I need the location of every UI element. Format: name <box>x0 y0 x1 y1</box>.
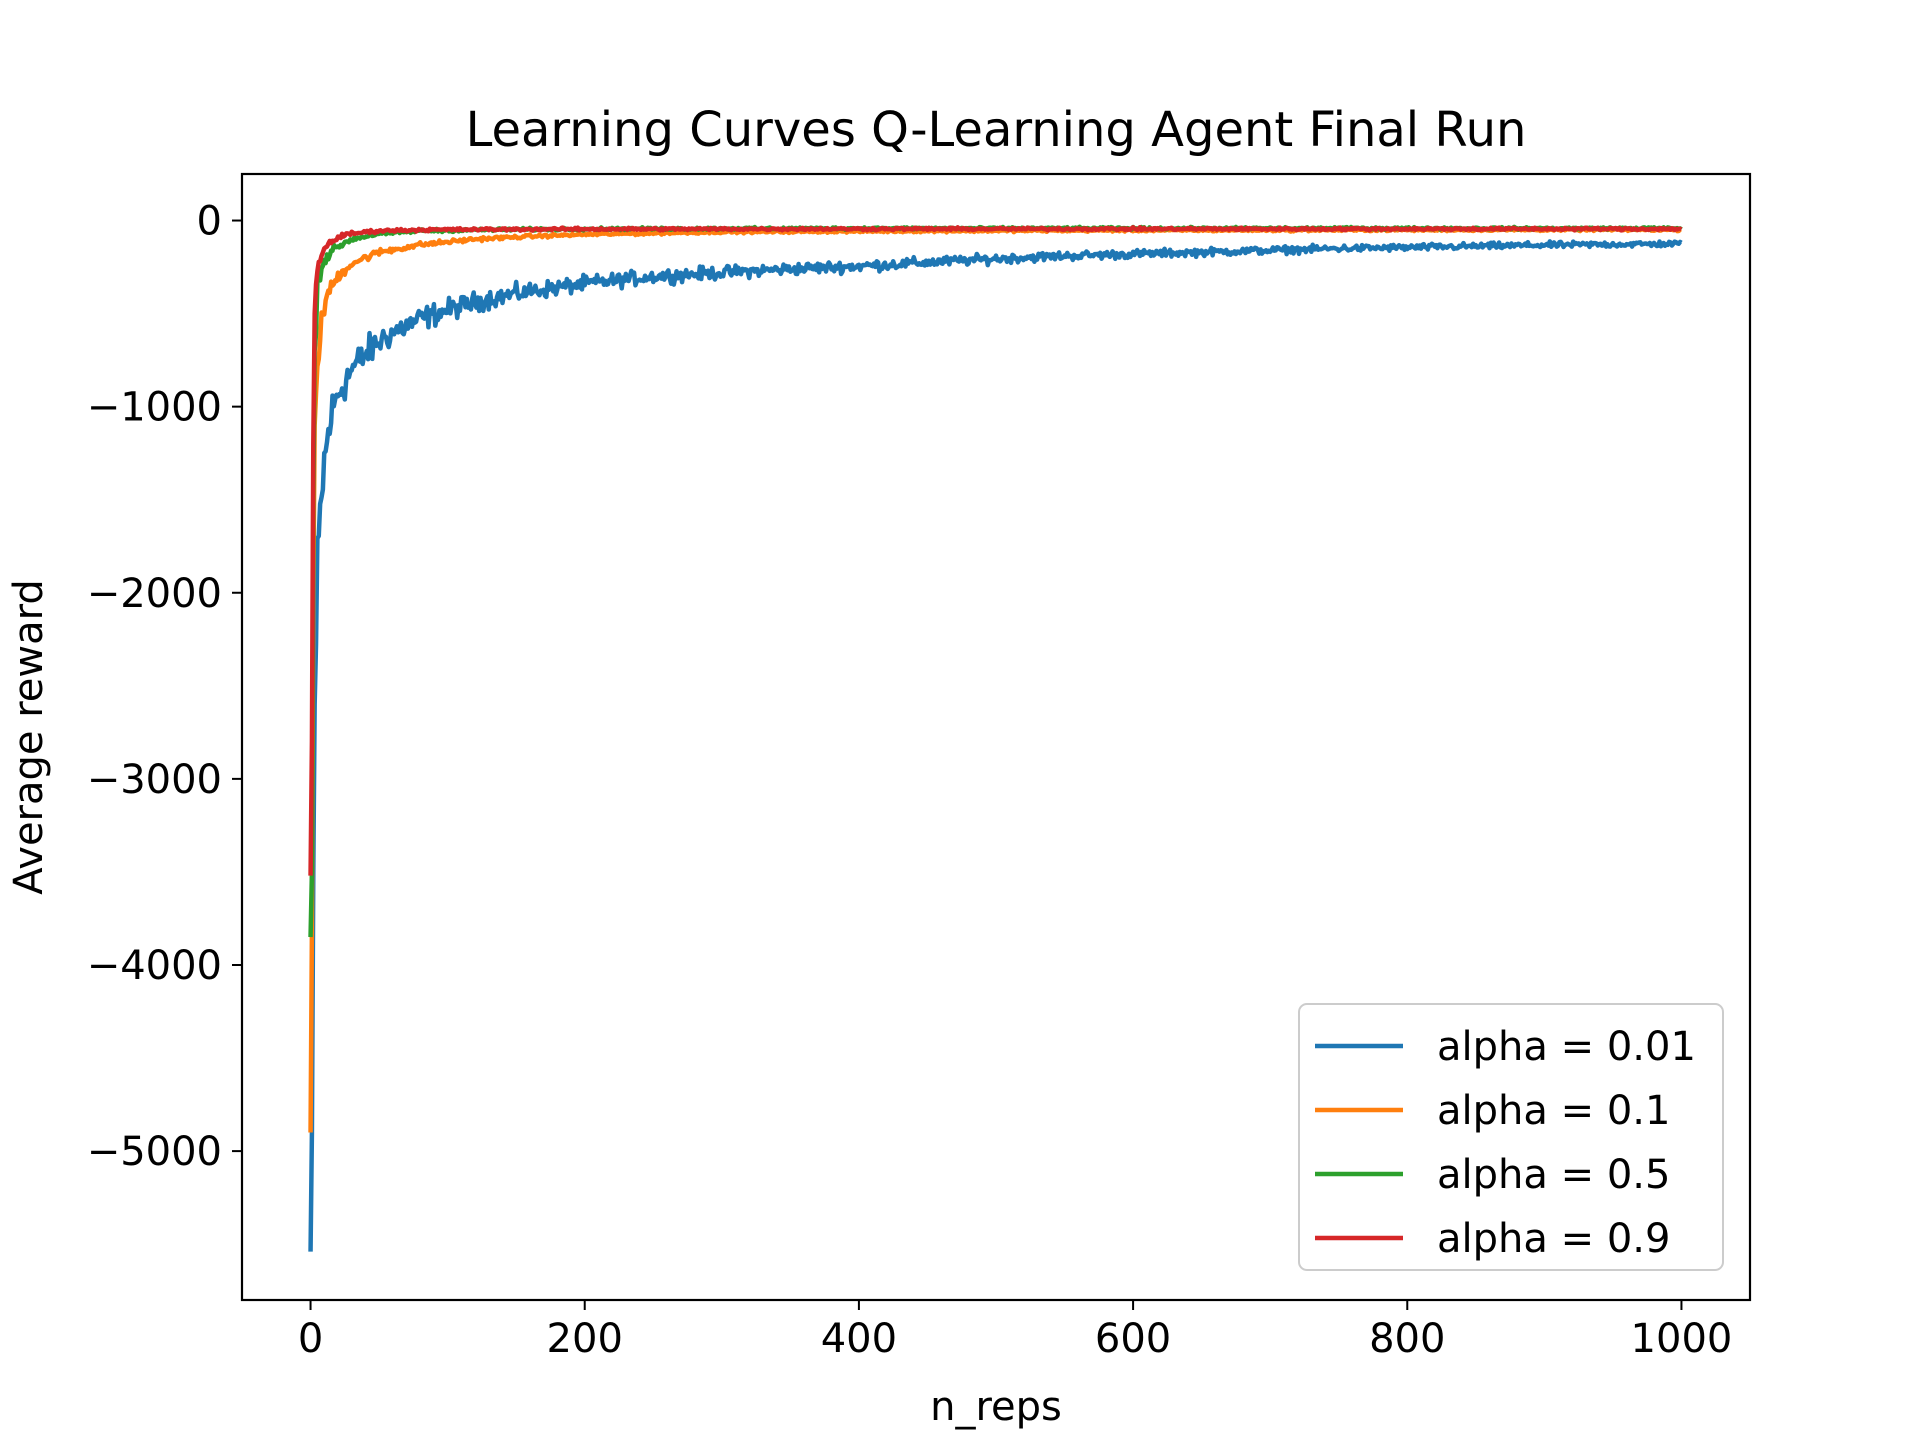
legend-entry: alpha = 0.01 <box>1437 1024 1696 1070</box>
x-tick-label: 800 <box>1369 1316 1445 1362</box>
plot-frame <box>240 172 1752 1302</box>
x-axis-ticks: 0 200 400 600 800 1000 <box>298 1300 1733 1362</box>
x-tick-label: 0 <box>298 1316 323 1362</box>
x-axis-label: n_reps <box>930 1384 1062 1430</box>
y-tick-label: −1000 <box>87 385 222 431</box>
legend-entry: alpha = 0.1 <box>1437 1088 1670 1134</box>
series-line <box>308 239 1683 1252</box>
y-tick-label: 0 <box>197 199 222 245</box>
x-tick-label: 200 <box>547 1316 623 1362</box>
chart-title: Learning Curves Q-Learning Agent Final R… <box>466 102 1527 158</box>
y-axis-ticks: 0 −1000 −2000 −3000 −4000 −5000 <box>87 199 242 1175</box>
y-tick-label: −3000 <box>87 757 222 803</box>
y-tick-label: −5000 <box>87 1129 222 1175</box>
x-tick-label: 600 <box>1095 1316 1171 1362</box>
y-tick-label: −2000 <box>87 571 222 617</box>
legend-box <box>1298 1003 1724 1271</box>
x-tick-label: 1000 <box>1631 1316 1733 1362</box>
series-layer <box>308 224 1683 1252</box>
y-tick-label: −4000 <box>87 943 222 989</box>
y-axis-label: Average reward <box>6 579 52 895</box>
legend: alpha = 0.01 alpha = 0.1 alpha = 0.5 alpha … <box>1298 1003 1724 1271</box>
legend-entry: alpha = 0.5 <box>1437 1152 1670 1198</box>
legend-entry: alpha = 0.9 <box>1437 1216 1670 1262</box>
series-line <box>308 225 1683 876</box>
x-tick-label: 400 <box>821 1316 897 1362</box>
